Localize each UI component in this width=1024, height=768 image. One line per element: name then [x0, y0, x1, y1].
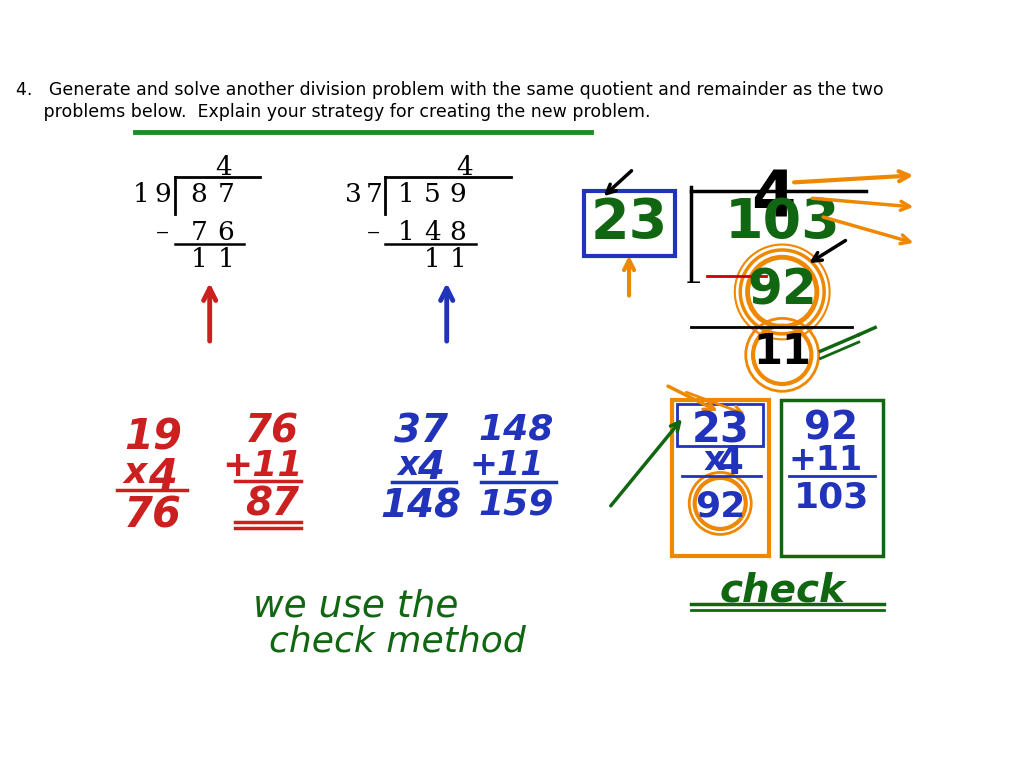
- Text: 3: 3: [345, 181, 362, 207]
- Text: 4: 4: [751, 169, 796, 231]
- Text: 8: 8: [450, 220, 466, 245]
- FancyBboxPatch shape: [677, 404, 763, 446]
- Text: 148: 148: [381, 487, 462, 525]
- Text: 148: 148: [478, 412, 554, 446]
- Text: x: x: [703, 444, 725, 477]
- Text: 9: 9: [154, 181, 171, 207]
- Text: check method: check method: [269, 624, 525, 659]
- Text: problems below.  Explain your strategy for creating the new problem.: problems below. Explain your strategy fo…: [16, 103, 651, 121]
- Text: 76: 76: [245, 412, 299, 450]
- Text: 4.   Generate and solve another division problem with the same quotient and rema: 4. Generate and solve another division p…: [16, 81, 884, 99]
- Text: 1: 1: [133, 181, 150, 207]
- FancyBboxPatch shape: [585, 190, 675, 257]
- Text: 23: 23: [691, 409, 750, 452]
- Text: +11: +11: [222, 449, 303, 483]
- Text: –: –: [156, 220, 169, 245]
- Text: 7: 7: [190, 220, 207, 245]
- Text: 4: 4: [215, 155, 231, 180]
- Text: 5: 5: [424, 181, 440, 207]
- Text: 7: 7: [218, 181, 234, 207]
- Text: +11: +11: [788, 444, 862, 477]
- Text: check: check: [719, 572, 845, 610]
- FancyBboxPatch shape: [781, 400, 883, 556]
- Text: 1: 1: [218, 247, 234, 272]
- Text: 103: 103: [794, 481, 869, 515]
- Text: x: x: [397, 449, 419, 482]
- Text: 4: 4: [716, 444, 742, 482]
- FancyBboxPatch shape: [672, 400, 769, 556]
- Text: we use the: we use the: [254, 588, 459, 624]
- Text: 6: 6: [218, 220, 234, 245]
- Text: 11: 11: [754, 331, 811, 373]
- Text: 1: 1: [450, 247, 466, 272]
- Text: 76: 76: [124, 495, 182, 536]
- Text: 4: 4: [424, 220, 440, 245]
- Text: 1: 1: [190, 247, 207, 272]
- Text: 92: 92: [805, 409, 858, 448]
- Text: 4: 4: [147, 456, 177, 498]
- Text: 9: 9: [450, 181, 466, 207]
- Text: 1: 1: [398, 181, 415, 207]
- Text: 23: 23: [591, 196, 668, 250]
- Text: 4: 4: [417, 449, 443, 487]
- Text: 92: 92: [748, 266, 817, 314]
- Text: 1: 1: [398, 220, 415, 245]
- Text: x: x: [123, 456, 146, 490]
- Text: 159: 159: [478, 487, 554, 521]
- Text: 19: 19: [124, 417, 182, 458]
- Text: 1: 1: [424, 247, 440, 272]
- Text: 92: 92: [695, 490, 745, 524]
- Text: 37: 37: [394, 412, 449, 450]
- Text: 7: 7: [366, 181, 382, 207]
- Text: 103: 103: [724, 196, 840, 250]
- Text: –: –: [685, 266, 700, 297]
- Text: 87: 87: [245, 485, 299, 523]
- Text: +11: +11: [470, 449, 544, 482]
- Text: 8: 8: [190, 181, 207, 207]
- Text: –: –: [368, 220, 380, 245]
- Text: 4: 4: [457, 155, 473, 180]
